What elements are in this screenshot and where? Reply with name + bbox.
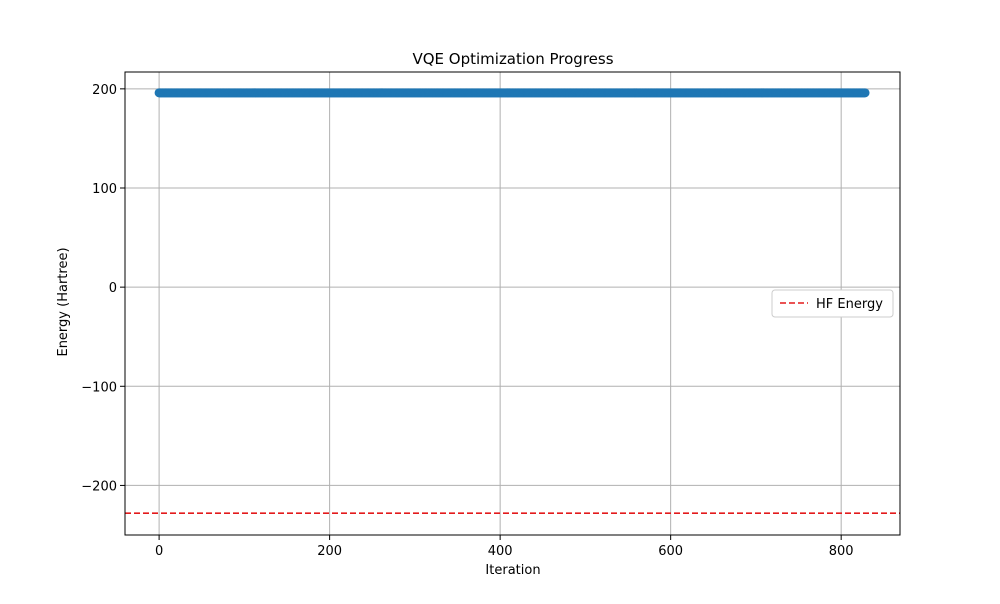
chart-title: VQE Optimization Progress [412,50,613,68]
x-tick-label: 400 [488,544,513,559]
y-tick-label: 100 [92,182,117,197]
data-point [860,88,870,98]
x-tick-label: 200 [317,544,342,559]
y-tick-label: −200 [81,479,117,494]
x-axis-label: Iteration [485,563,540,578]
axes-frame [124,71,901,536]
x-tick-label: 800 [829,544,854,559]
legend-hf-energy-label: HF Energy [816,297,883,312]
ticks: 0 200 400 600 800 −200 −100 0 100 200 [81,83,853,559]
y-axis-label: Energy (Hartree) [56,247,71,356]
y-tick-label: −100 [81,380,117,395]
y-tick-label: 0 [109,281,117,296]
x-tick-label: 0 [155,544,163,559]
energy-series [154,88,870,98]
legend: HF Energy [771,289,894,318]
y-tick-label: 200 [92,83,117,98]
x-tick-label: 600 [658,544,683,559]
plot-data [154,88,870,98]
legend-box [771,289,894,318]
